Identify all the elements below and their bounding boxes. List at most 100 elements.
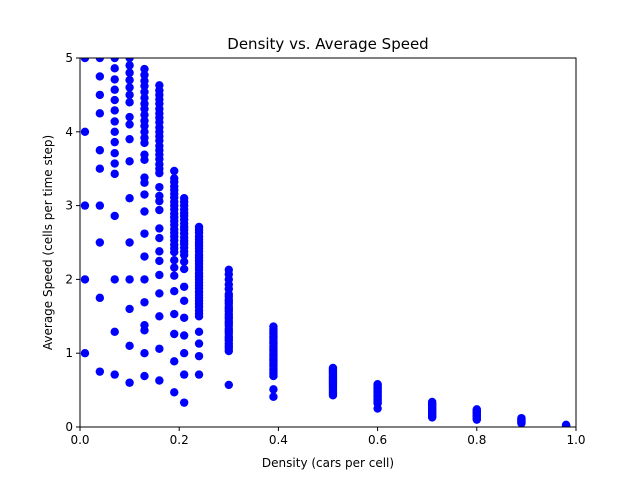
data-point	[80, 275, 90, 284]
data-point	[110, 127, 119, 136]
data-point	[110, 58, 119, 63]
data-point	[170, 287, 179, 296]
data-point	[125, 98, 134, 107]
data-point	[140, 93, 149, 103]
data-point	[95, 72, 105, 81]
data-point	[110, 159, 119, 168]
data-point	[95, 164, 105, 173]
data-point	[140, 178, 149, 187]
x-tick-label: 1.0	[566, 433, 585, 447]
data-point	[155, 233, 164, 243]
data-point	[155, 344, 164, 353]
data-point	[170, 309, 179, 319]
data-point	[125, 120, 134, 129]
data-point	[110, 137, 119, 147]
data-point	[140, 138, 149, 148]
data-point	[140, 229, 149, 238]
data-points	[80, 58, 571, 427]
data-point	[110, 327, 119, 336]
data-point	[95, 238, 105, 247]
data-point	[179, 264, 189, 274]
data-point	[155, 270, 164, 280]
data-point	[561, 422, 571, 427]
data-point	[194, 339, 204, 348]
data-point	[170, 388, 179, 397]
y-tick-label: 2	[65, 272, 73, 286]
data-point	[179, 398, 189, 407]
data-point	[194, 312, 204, 321]
data-point	[95, 90, 105, 100]
data-point	[472, 415, 481, 424]
data-point	[224, 380, 233, 390]
data-point	[125, 112, 134, 122]
data-point	[269, 385, 278, 394]
data-point	[140, 371, 149, 381]
data-point	[140, 127, 149, 136]
data-point	[125, 378, 134, 387]
data-point	[194, 370, 204, 379]
data-point	[140, 70, 149, 80]
data-point	[179, 313, 189, 322]
data-point	[110, 370, 119, 379]
data-point	[140, 190, 149, 199]
y-tick-label: 3	[65, 199, 73, 213]
data-point	[170, 256, 179, 265]
data-point	[80, 349, 90, 358]
data-point	[110, 275, 119, 284]
data-point	[125, 275, 134, 284]
data-point	[179, 349, 189, 358]
data-point	[125, 194, 134, 203]
data-point	[170, 271, 179, 280]
data-point	[140, 110, 149, 120]
data-point	[427, 413, 437, 422]
data-point	[155, 205, 164, 215]
data-point	[140, 64, 149, 74]
data-point	[179, 282, 189, 291]
data-point	[170, 329, 179, 339]
data-point	[155, 256, 164, 266]
x-tick-label: 0.8	[467, 433, 486, 447]
data-point	[140, 326, 149, 335]
data-point	[328, 391, 338, 400]
data-point	[125, 90, 134, 100]
data-point	[125, 61, 134, 70]
data-point	[373, 404, 382, 413]
data-point	[95, 146, 105, 155]
data-point	[110, 75, 119, 84]
x-axis-ticks: 0.0 0.2 0.4 0.6 0.8 1.0	[70, 427, 586, 447]
data-point	[125, 341, 134, 351]
y-tick-label: 0	[65, 420, 73, 434]
data-point	[140, 87, 149, 97]
x-axis-label: Density (cars per cell)	[262, 456, 394, 470]
data-point	[155, 247, 164, 256]
data-point	[517, 419, 526, 427]
data-point	[125, 157, 134, 166]
y-tick-label: 4	[65, 125, 73, 139]
y-axis-label: Average Speed (cells per time step)	[41, 135, 55, 350]
data-point	[110, 117, 119, 126]
data-point	[140, 207, 149, 216]
data-point	[125, 83, 134, 92]
data-point	[95, 367, 105, 376]
data-point	[179, 296, 189, 305]
data-point	[125, 134, 134, 144]
data-point	[179, 331, 189, 340]
data-point	[125, 304, 134, 314]
data-point	[170, 247, 179, 257]
x-tick-label: 0.6	[368, 433, 387, 447]
chart-title: Density vs. Average Speed	[227, 35, 428, 53]
data-point	[110, 149, 119, 158]
data-point	[170, 263, 179, 272]
data-point	[110, 106, 119, 115]
x-tick-label: 0.4	[269, 433, 288, 447]
data-point	[95, 201, 105, 210]
data-point	[110, 211, 119, 221]
x-tick-label: 0.2	[170, 433, 189, 447]
data-point	[140, 155, 149, 165]
x-tick-label: 0.0	[70, 433, 89, 447]
data-point	[80, 127, 90, 136]
data-point	[170, 357, 179, 366]
data-point	[80, 58, 90, 63]
data-point	[110, 169, 119, 179]
